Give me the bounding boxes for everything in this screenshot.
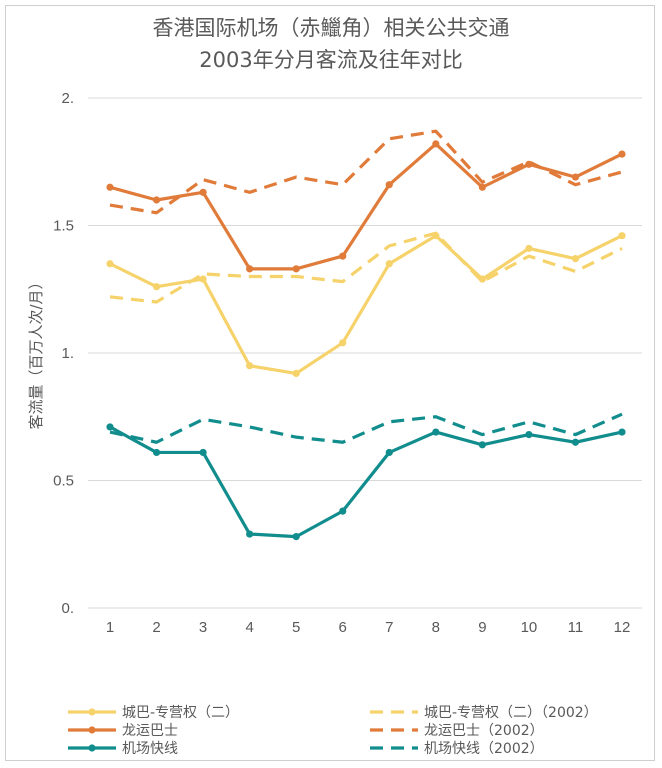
data-point <box>525 160 533 168</box>
x-tick-label: 3 <box>199 619 207 636</box>
series-line <box>109 142 623 271</box>
legend-marker <box>88 726 96 734</box>
y-tick-label: 0.5 <box>53 473 74 490</box>
data-point <box>246 362 254 370</box>
x-tick-label: 4 <box>245 619 253 636</box>
data-point <box>292 369 300 377</box>
data-point <box>385 181 393 189</box>
data-point <box>246 530 254 538</box>
data-point <box>106 183 114 191</box>
data-point <box>199 448 207 457</box>
data-point <box>246 265 254 273</box>
series-line <box>109 425 623 539</box>
legend-label: 机场快线（2002） <box>424 741 544 757</box>
series-line <box>109 231 623 304</box>
data-point <box>385 448 393 457</box>
legend-marker <box>88 708 96 716</box>
legend-marker <box>88 744 96 752</box>
data-point <box>292 533 300 541</box>
data-point <box>385 260 393 268</box>
data-point <box>618 232 626 240</box>
series-line <box>109 129 623 215</box>
data-point <box>618 428 626 436</box>
y-tick-label: 0. <box>61 600 74 617</box>
data-point <box>432 140 440 148</box>
legend-label: 机场快线 <box>122 741 178 757</box>
data-point <box>199 275 207 283</box>
x-tick-label: 6 <box>339 619 347 636</box>
data-point <box>152 448 161 457</box>
x-axis-ticks: 1 2 3 4 5 6 7 8 9 10 11 12 <box>106 619 631 636</box>
data-point <box>618 150 626 158</box>
series-line <box>109 412 623 444</box>
data-point <box>106 423 114 431</box>
data-point <box>571 173 580 181</box>
data-point <box>292 265 300 273</box>
chart-frame <box>5 5 655 761</box>
y-tick-label: 1.5 <box>53 218 74 235</box>
y-tick-label: 2. <box>61 90 74 107</box>
data-point <box>152 283 161 291</box>
x-tick-label: 5 <box>292 619 300 636</box>
legend-label: 龙运巴士（2002） <box>424 723 544 739</box>
x-tick-label: 2 <box>152 619 160 636</box>
data-point <box>339 252 347 260</box>
x-tick-label: 8 <box>432 619 440 636</box>
x-tick-label: 9 <box>478 619 486 636</box>
data-point <box>199 188 207 196</box>
y-tick-label: 1. <box>61 345 74 362</box>
data-point <box>339 507 347 515</box>
series-line <box>109 234 623 375</box>
y-axis-label: 客流量（百万人次/月） <box>27 274 45 429</box>
data-point <box>432 428 440 436</box>
data-point <box>432 232 440 240</box>
data-point <box>478 183 486 191</box>
x-tick-label: 7 <box>385 619 393 636</box>
chart-title-line-1: 香港国际机场（赤鱲角）相关公共交通 <box>152 16 510 40</box>
data-point <box>525 244 533 253</box>
chart-title-line-2: 2003年分月客流及往年对比 <box>199 48 463 72</box>
data-point <box>339 339 347 347</box>
data-point <box>571 438 580 446</box>
data-point <box>525 431 533 439</box>
legend-label: 城巴-专营权（二） <box>122 705 239 721</box>
x-tick-label: 10 <box>521 619 538 636</box>
data-point <box>152 196 161 204</box>
gridlines <box>88 97 642 609</box>
data-point <box>106 260 114 268</box>
data-point <box>571 255 580 263</box>
x-tick-label: 1 <box>106 619 114 636</box>
legend-label: 城巴-专营权（二）（2002） <box>424 705 598 721</box>
data-point <box>478 441 486 449</box>
x-tick-label: 11 <box>568 619 584 636</box>
data-point <box>478 275 486 283</box>
x-tick-label: 12 <box>614 619 631 636</box>
legend-label: 龙运巴士 <box>122 723 178 739</box>
series-lines <box>106 129 626 541</box>
y-axis-ticks: 0. 0.5 1. 1.5 2. <box>53 90 74 617</box>
